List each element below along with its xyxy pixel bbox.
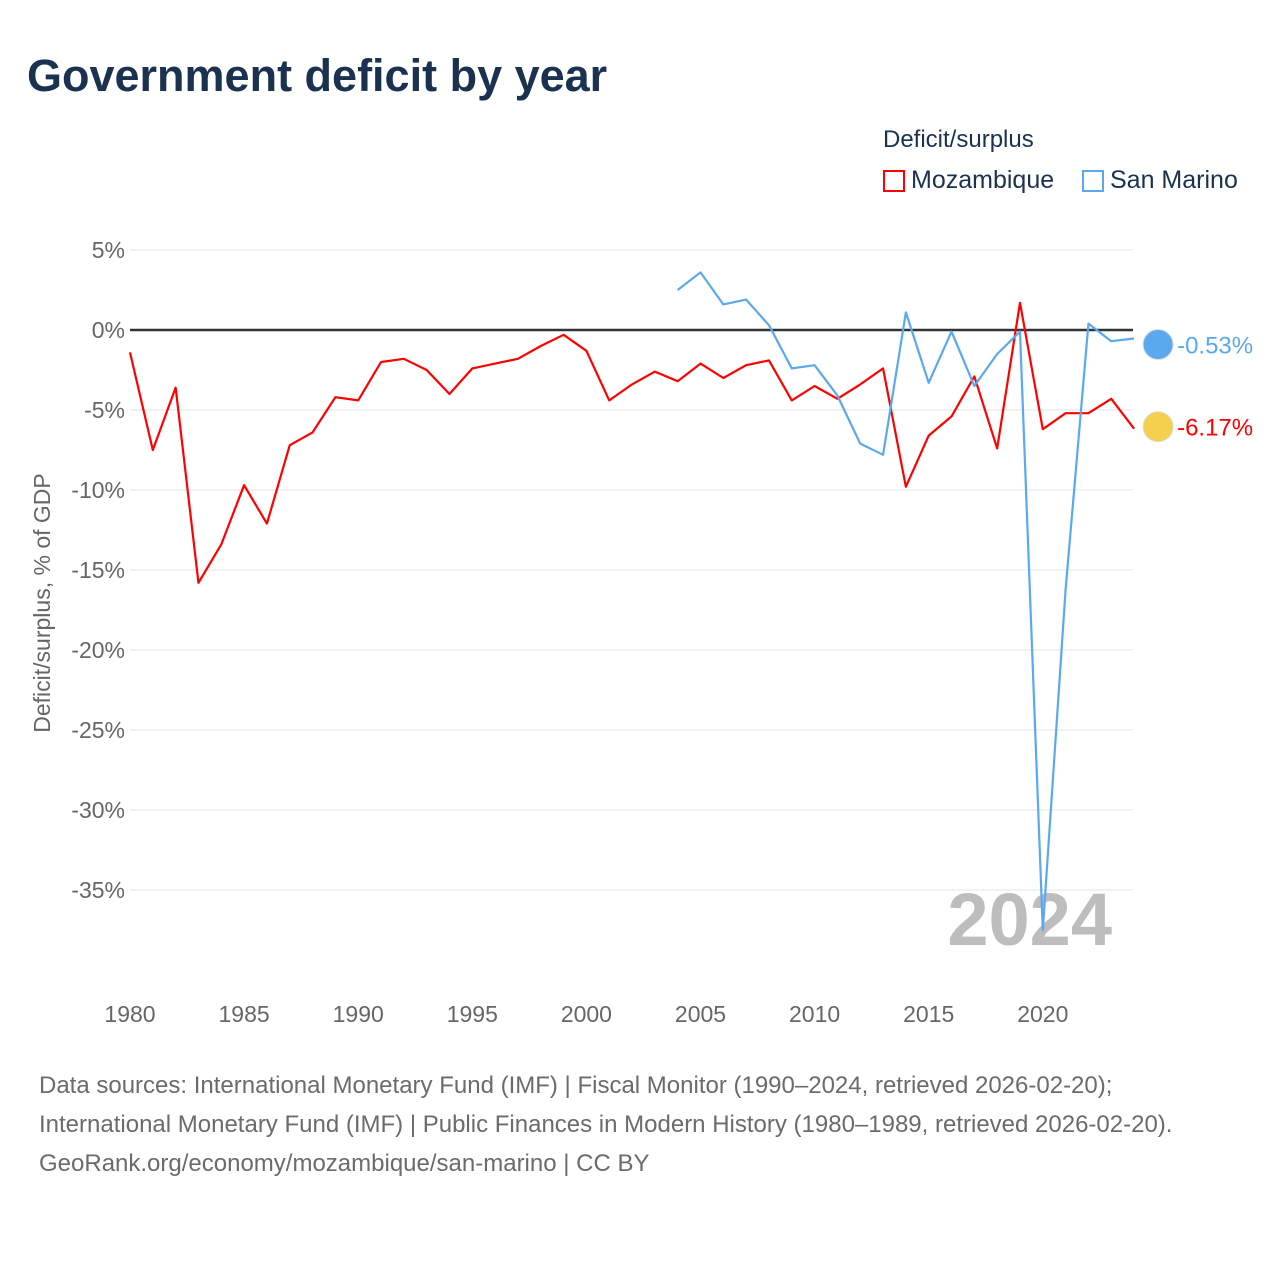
legend-label: San Marino (1110, 166, 1238, 194)
y-tick-label: -25% (71, 717, 125, 743)
y-tick-label: -15% (71, 557, 125, 583)
x-tick-label: 2015 (903, 1001, 954, 1027)
y-axis-label: Deficit/surplus, % of GDP (29, 473, 55, 732)
line-chart: 5% 0% -5% -10% -15% -20% -25% -30% -35% 1980 1985 1… (29, 237, 1253, 1027)
legend-item-mozambique[interactable]: Mozambique (883, 166, 1054, 195)
flag-icon (1142, 328, 1174, 360)
x-tick-label: 1985 (219, 1001, 270, 1027)
x-tick-label: 2005 (675, 1001, 726, 1027)
legend-label: Mozambique (911, 166, 1055, 194)
year-watermark: 2024 (947, 878, 1112, 961)
legend-swatch (883, 169, 905, 192)
x-tick-label: 2020 (1017, 1001, 1068, 1027)
y-tick-label: 5% (92, 237, 125, 263)
series-line-mozambique (128, 301, 1135, 584)
y-tick-label: -5% (84, 397, 125, 423)
y-tick-label: 0% (92, 317, 125, 343)
credit-link[interactable]: GeoRank.org/economy/mozambique/san-marin… (39, 1150, 650, 1177)
footer: Data sources: International Monetary Fun… (39, 1066, 1239, 1183)
x-tick-label: 2000 (561, 1001, 612, 1027)
y-tick-label: -35% (71, 877, 125, 903)
x-tick-label: 1990 (333, 1001, 384, 1027)
y-tick-label: -20% (71, 637, 125, 663)
end-value-label: -0.53% (1177, 332, 1253, 359)
x-tick-label: 2010 (789, 1001, 840, 1027)
x-tick-label: 1995 (447, 1001, 498, 1027)
legend-swatch (1082, 169, 1104, 192)
legend-item-san-marino[interactable]: San Marino (1082, 166, 1238, 195)
series-line-san-marino (677, 271, 1135, 932)
flag-icon (1142, 411, 1174, 443)
y-tick-label: -30% (71, 797, 125, 823)
y-tick-label: -10% (71, 477, 125, 503)
x-tick-label: 1980 (104, 1001, 155, 1027)
legend-title: Deficit/surplus (883, 126, 1034, 153)
data-sources: Data sources: International Monetary Fun… (39, 1072, 1173, 1138)
end-value-label: -6.17% (1177, 415, 1253, 442)
page-title: Government deficit by year (27, 50, 608, 101)
